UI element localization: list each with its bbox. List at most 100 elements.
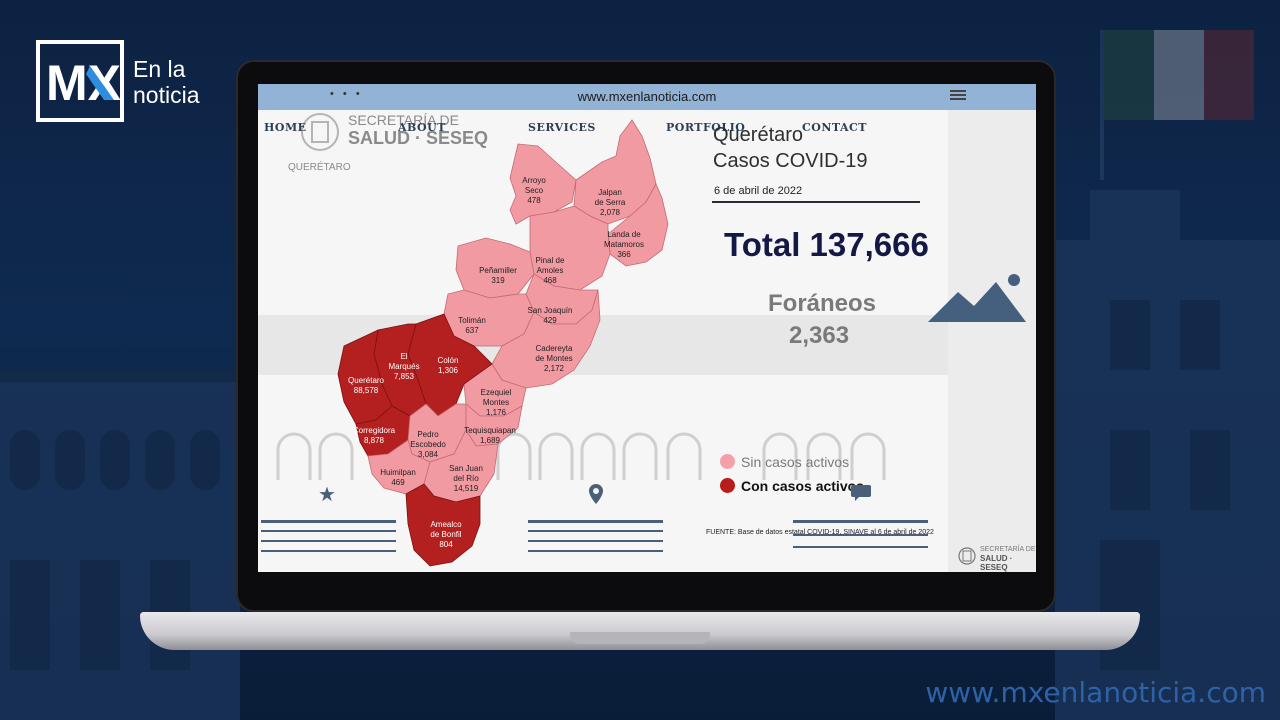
- municipality-name: Arroyo: [522, 176, 546, 185]
- nav-contact[interactable]: CONTACT: [802, 121, 867, 134]
- municipality-label: Pinal de Amoles 468: [520, 256, 580, 286]
- browser-url[interactable]: www.mxenlanoticia.com: [577, 89, 717, 104]
- report-date: 6 de abril de 2022: [714, 185, 803, 197]
- municipality-cases: 14,519: [453, 484, 479, 493]
- mx-logo-icon: MX: [46, 55, 121, 111]
- agency-line1: SECRETARÍA DE: [348, 112, 459, 128]
- municipality-cases: 429: [543, 316, 557, 325]
- municipality-name: Tolimán: [458, 316, 486, 325]
- agency-mini-line1: SECRETARÍA DE: [980, 546, 1036, 553]
- municipality-cases: 468: [543, 276, 557, 285]
- hamburger-menu-icon[interactable]: [950, 90, 966, 100]
- municipality-label: Peñamiller 319: [468, 266, 528, 286]
- municipality-name: Colón: [437, 356, 459, 365]
- municipality-cases: 366: [617, 250, 631, 259]
- municipality-label: Ezequiel Montes 1,176: [466, 388, 526, 418]
- municipality-cases: 469: [391, 478, 405, 487]
- municipality-label: Amealco de Bonfil 804: [416, 520, 476, 550]
- municipality-name: El: [400, 352, 408, 361]
- brand-name-line2: noticia: [133, 82, 200, 108]
- legend-label-no-active: Sin casos activos: [741, 454, 850, 470]
- footer-url[interactable]: www.mxenlanoticia.com: [925, 676, 1266, 709]
- municipality-label: Pedro Escobedo 3,084: [398, 430, 458, 460]
- laptop-notch: [570, 632, 710, 644]
- nav-services[interactable]: SERVICES: [528, 121, 596, 134]
- legend-dot-active: [720, 478, 735, 493]
- municipality-cases: 2,172: [543, 364, 565, 373]
- logo-letters: MX: [46, 55, 120, 111]
- municipality-label: Querétaro 88,578: [336, 376, 396, 396]
- star-icon[interactable]: ★: [318, 484, 336, 506]
- municipality-name: Jalpan: [598, 188, 622, 197]
- municipality-name: Cadereyta: [535, 344, 573, 353]
- municipality-label: Landa de Matamoros 366: [594, 230, 654, 260]
- municipality-name: San Joaquín: [527, 306, 573, 315]
- municipality-label: Huimilpan 469: [368, 468, 428, 488]
- municipality-label: Corregidora 8,878: [344, 426, 404, 446]
- laptop-screen: • • • www.mxenlanoticia.com: [258, 84, 1036, 572]
- municipality-name-2: de Bonfil: [430, 530, 462, 539]
- brand-name-line1: En la: [133, 56, 186, 82]
- nav-about[interactable]: ABOUT: [398, 121, 446, 134]
- municipality-cases: 804: [439, 540, 453, 549]
- municipality-name: Ezequiel: [480, 388, 512, 397]
- municipality-cases: 1,306: [437, 366, 459, 375]
- municipality-name: San Juan: [449, 464, 483, 473]
- municipality-name: Amealco: [430, 520, 462, 529]
- municipality-name: Querétaro: [347, 376, 385, 385]
- municipality-label: San Juan del Río 14,519: [436, 464, 496, 494]
- municipality-label: San Joaquín 429: [520, 306, 580, 326]
- municipality-cases: 7,853: [393, 372, 415, 381]
- agency-line2: SALUD · SESEQ: [348, 128, 489, 148]
- date-underline: [712, 201, 920, 203]
- mountain-icon: [928, 274, 1026, 322]
- municipality-cases: 319: [491, 276, 505, 285]
- region-penamiller: [455, 237, 535, 299]
- laptop-base: [140, 612, 1140, 650]
- brand-name: En la noticia: [133, 56, 199, 108]
- agency-mini-line2: SALUD · SESEQ: [980, 554, 1013, 572]
- municipality-name-2: Marqués: [388, 362, 420, 371]
- region-amealco: [405, 483, 481, 567]
- chat-icon[interactable]: [850, 484, 872, 502]
- brand-logo[interactable]: MX: [36, 40, 124, 122]
- municipality-label: Jalpan de Serra 2,078: [580, 188, 640, 218]
- municipality-cases: 8,878: [363, 436, 385, 445]
- municipality-name-2: Escobedo: [410, 440, 446, 449]
- source-note: FUENTE: Base de datos estatal COVID-19, …: [706, 529, 934, 536]
- legend-label-active: Con casos activos: [741, 478, 864, 494]
- municipality-name: Peñamiller: [479, 266, 517, 275]
- municipality-label: Colón 1,306: [418, 356, 478, 376]
- infographic-title-line2: Casos COVID-19: [713, 150, 868, 172]
- nav-home[interactable]: HOME: [264, 121, 307, 134]
- municipality-name-2: Seco: [524, 186, 544, 195]
- window-controls[interactable]: • • •: [330, 88, 363, 100]
- municipality-name: Huimilpan: [380, 468, 416, 477]
- municipality-cases: 1,689: [479, 436, 501, 445]
- municipality-name-2: de Montes: [535, 354, 573, 363]
- municipality-cases: 2,078: [599, 208, 621, 217]
- municipality-name: Landa de: [607, 230, 641, 239]
- municipality-label: Tequisquiapan 1,689: [460, 426, 520, 446]
- municipality-name-2: Montes: [482, 398, 510, 407]
- queretaro-map: [337, 119, 669, 567]
- municipality-cases: 88,578: [353, 386, 379, 395]
- location-icon[interactable]: [588, 484, 604, 504]
- nav-portfolio[interactable]: PORTFOLIO: [666, 121, 746, 134]
- seseq-crest-icon: [301, 113, 339, 151]
- municipality-label: Tolimán 637: [442, 316, 502, 336]
- municipality-label: Arroyo Seco 478: [504, 176, 564, 206]
- foraneos-value: 2,363: [789, 322, 850, 349]
- municipality-name: Corregidora: [352, 426, 396, 435]
- total-cases: Total 137,666: [724, 226, 929, 263]
- municipality-name: Pedro: [417, 430, 439, 439]
- municipality-name-2: Amoles: [536, 266, 564, 275]
- municipality-cases: 637: [465, 326, 479, 335]
- municipality-name-2: del Río: [453, 474, 479, 483]
- municipality-label: Cadereyta de Montes 2,172: [524, 344, 584, 374]
- municipality-cases: 1,176: [485, 408, 507, 417]
- foraneos-label: Foráneos: [768, 290, 877, 317]
- municipality-label: El Marqués 7,853: [374, 352, 434, 382]
- municipality-name: Tequisquiapan: [464, 426, 516, 435]
